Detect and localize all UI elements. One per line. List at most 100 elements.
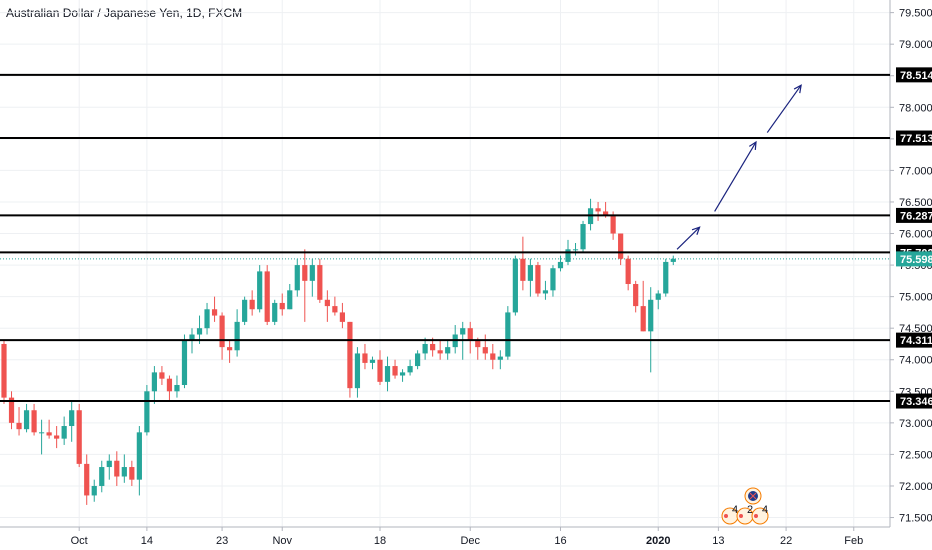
- candle-down: [633, 284, 639, 307]
- candle-up: [460, 328, 466, 335]
- price-tick-label: 79.000: [899, 39, 932, 51]
- candle-up: [242, 299, 248, 322]
- candle-up: [655, 293, 661, 300]
- candle-down: [324, 299, 330, 307]
- candle-down: [475, 340, 481, 348]
- candle-up: [234, 321, 240, 351]
- candle-up: [189, 334, 195, 341]
- candle-up: [572, 249, 579, 251]
- trend-arrow-head: [793, 84, 802, 94]
- event-dot-icon: [739, 514, 743, 518]
- time-tick-label: Oct: [71, 535, 88, 547]
- candle-up: [61, 426, 67, 439]
- candle-down: [227, 347, 233, 351]
- candle-down: [166, 378, 173, 392]
- candle-down: [392, 366, 398, 376]
- candle-down: [603, 211, 609, 215]
- candle-up: [272, 302, 278, 322]
- time-tick-label: 2020: [646, 535, 670, 547]
- candle-up: [512, 258, 518, 313]
- candle-up: [106, 460, 112, 468]
- candle-down: [114, 460, 120, 477]
- price-tick-label: 76.000: [899, 229, 932, 241]
- price-tick-label: 74.500: [899, 323, 932, 335]
- candle-up: [99, 467, 105, 486]
- time-tick-label: 16: [554, 535, 566, 547]
- candle-down: [332, 306, 338, 313]
- time-tick-label: 22: [780, 535, 792, 547]
- trend-arrow-head: [748, 140, 757, 151]
- candle-down: [595, 208, 601, 212]
- candle-up: [399, 372, 406, 376]
- flag-cross-icon: [749, 492, 757, 500]
- candle-up: [69, 410, 75, 427]
- candle-down: [1, 343, 7, 398]
- event-dot-icon: [754, 514, 758, 518]
- candle-down: [377, 359, 383, 382]
- price-tick-label: 75.000: [899, 292, 932, 304]
- candle-down: [279, 302, 285, 310]
- candle-up: [144, 391, 150, 433]
- candle-down: [362, 353, 368, 363]
- candle-down: [482, 347, 488, 354]
- candle-up: [151, 372, 157, 392]
- candle-down: [8, 397, 15, 423]
- candle-up: [670, 258, 676, 262]
- candle-up: [415, 353, 421, 367]
- candle-down: [490, 353, 496, 360]
- candle-down: [159, 372, 165, 379]
- candle-up: [445, 347, 451, 354]
- candle-down: [640, 306, 646, 332]
- candle-up: [121, 467, 127, 477]
- event-count-label: 4: [762, 504, 768, 516]
- candle-up: [136, 432, 142, 480]
- candle-up: [565, 249, 571, 262]
- trend-arrow-head: [691, 226, 701, 235]
- candle-down: [46, 432, 52, 436]
- candle-up: [550, 268, 556, 291]
- trend-arrow-line[interactable]: [766, 84, 802, 133]
- candle-up: [648, 299, 654, 332]
- level-price-label: 77.513: [900, 133, 932, 145]
- time-tick-label: 13: [712, 535, 724, 547]
- price-tick-label: 72.000: [899, 481, 932, 493]
- time-tick-label: Nov: [272, 535, 292, 547]
- level-price-label: 74.311: [900, 335, 932, 347]
- economic-event-marker[interactable]: [751, 507, 769, 525]
- candle-up: [580, 224, 586, 250]
- candle-down: [520, 258, 526, 281]
- trend-arrow-line[interactable]: [676, 226, 701, 250]
- event-count-label: 4: [732, 504, 738, 516]
- candle-up: [422, 343, 428, 354]
- candle-up: [527, 265, 533, 281]
- candle-down: [339, 312, 345, 322]
- time-tick-label: 14: [141, 535, 153, 547]
- candle-up: [369, 359, 376, 363]
- price-tick-label: 79.500: [899, 8, 932, 20]
- candle-up: [204, 309, 210, 329]
- candle-up: [287, 290, 293, 310]
- level-price-badge: [896, 67, 932, 83]
- candle-up: [407, 366, 413, 373]
- event-dot-icon: [724, 514, 728, 518]
- candle-up: [505, 312, 511, 357]
- candle-down: [430, 343, 436, 351]
- candle-down: [54, 435, 60, 439]
- candle-down: [211, 309, 218, 316]
- candle-down: [249, 299, 255, 310]
- candle-up: [663, 261, 669, 294]
- candle-down: [467, 328, 473, 341]
- price-tick-label: 78.000: [899, 102, 932, 114]
- candle-down: [317, 265, 323, 300]
- level-price-label: 78.514: [900, 70, 932, 82]
- candle-down: [264, 271, 270, 322]
- price-tick-label: 72.500: [899, 449, 932, 461]
- candle-up: [257, 271, 263, 310]
- trend-arrow-line[interactable]: [714, 141, 757, 212]
- candle-down: [76, 410, 82, 464]
- candle-down: [302, 265, 308, 281]
- candle-up: [542, 290, 549, 294]
- candle-up: [174, 384, 180, 392]
- candle-up: [181, 340, 188, 385]
